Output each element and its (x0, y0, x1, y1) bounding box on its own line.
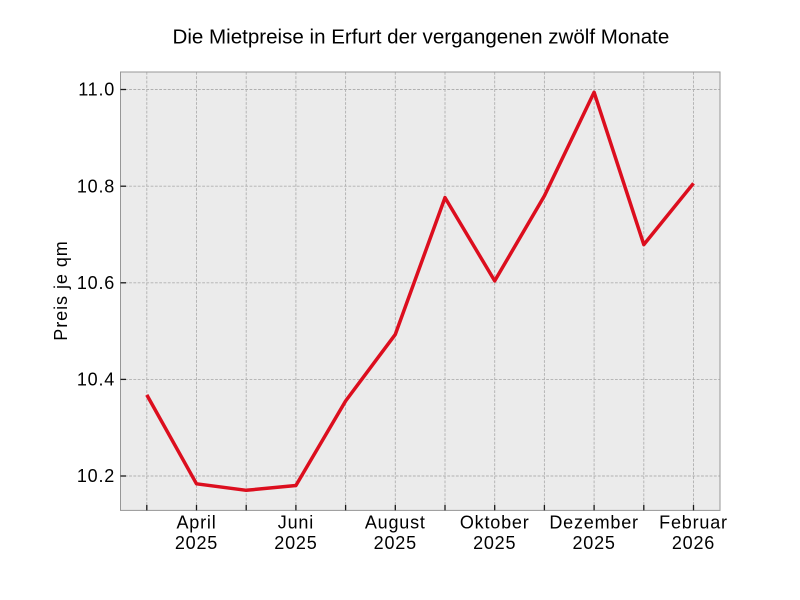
svg-text:10.2: 10.2 (77, 466, 115, 486)
svg-text:2025: 2025 (572, 533, 615, 553)
svg-text:April: April (176, 513, 216, 533)
svg-text:Februar: Februar (659, 513, 728, 533)
svg-text:2026: 2026 (672, 533, 715, 553)
svg-text:Preis je qm: Preis je qm (51, 240, 71, 340)
svg-text:Juni: Juni (278, 513, 314, 533)
svg-text:10.8: 10.8 (77, 176, 115, 196)
svg-text:Oktober: Oktober (460, 513, 530, 533)
svg-text:August: August (365, 513, 426, 533)
svg-text:Dezember: Dezember (549, 513, 638, 533)
svg-text:2025: 2025 (175, 533, 218, 553)
svg-text:Die Mietpreise in Erfurt der v: Die Mietpreise in Erfurt der vergangenen… (172, 26, 669, 49)
svg-text:2025: 2025 (374, 533, 417, 553)
svg-text:2025: 2025 (274, 533, 317, 553)
svg-text:10.4: 10.4 (77, 370, 115, 390)
svg-text:11.0: 11.0 (78, 80, 115, 100)
svg-text:10.6: 10.6 (77, 273, 115, 293)
svg-text:2025: 2025 (473, 533, 516, 553)
